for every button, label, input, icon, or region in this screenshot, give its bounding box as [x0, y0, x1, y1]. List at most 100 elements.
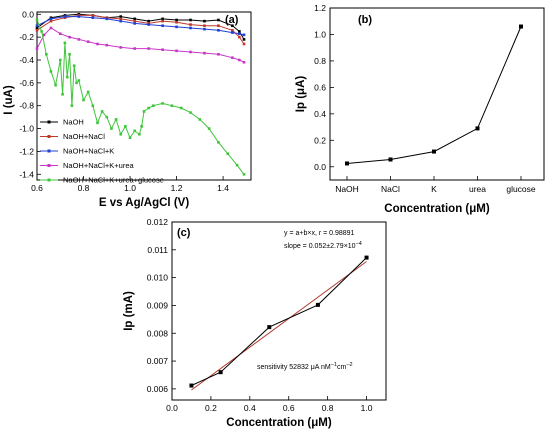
- legend-label-2: NaOH+NaCl+K: [63, 147, 114, 156]
- b-xtick-label: NaOH: [335, 184, 359, 194]
- a-series-point-0: [161, 17, 164, 21]
- a-series-point-1: [133, 19, 136, 23]
- plot-frame-c: [171, 221, 387, 401]
- y-axis-title-b: Ip (μA): [295, 76, 307, 113]
- a-series-point-4: [105, 115, 109, 119]
- legend-marker-1: [47, 135, 51, 138]
- a-ytick-label: -1.4: [19, 169, 34, 179]
- a-series-point-4: [110, 127, 113, 130]
- a-series-point-3: [77, 38, 81, 41]
- b-xtick-label: NaCl: [381, 184, 400, 194]
- fit-equation: y = a+b×x, r = 0.98891: [284, 230, 355, 237]
- b-data-point: [432, 149, 436, 154]
- a-series-point-4: [86, 90, 90, 94]
- a-xtick-label: 1.4: [217, 183, 229, 193]
- a-xtick-label: 0.6: [31, 183, 43, 193]
- a-series-point-4: [77, 79, 81, 82]
- a-series-point-4: [226, 152, 230, 156]
- b-xtick-label: urea: [469, 184, 486, 194]
- a-series-point-3: [133, 47, 136, 50]
- a-series-point-1: [91, 14, 95, 17]
- a-series: [35, 12, 246, 176]
- a-series-point-1: [189, 23, 192, 26]
- a-series-point-4: [198, 118, 202, 121]
- a-series-point-2: [175, 25, 178, 29]
- fit-slope-text: slope = 0.052±2.79×10: [284, 243, 356, 250]
- a-series-point-1: [231, 28, 234, 32]
- c-ticks: 0.0 0.2 0.4 0.6 0.8 1.0 0.006 0.007 0.008 0.009 0.…: [147, 217, 373, 413]
- b-data-point: [519, 24, 523, 29]
- a-ytick-label: -0.2: [19, 32, 34, 42]
- a-series-point-3: [231, 56, 234, 60]
- c-ytick-label: 0.009: [147, 300, 169, 310]
- c-xtick-label: 0.8: [322, 403, 334, 413]
- a-series-point-4: [54, 83, 57, 87]
- a-series-point-4: [170, 104, 174, 108]
- a-series-point-1: [119, 17, 123, 21]
- a-series-point-0: [238, 30, 241, 33]
- a-series-point-0: [119, 15, 123, 18]
- a-series-point-3: [42, 33, 46, 37]
- a-series-point-3: [203, 51, 206, 55]
- c-series: [189, 255, 369, 391]
- panel-label-a: (a): [225, 14, 239, 26]
- a-ytick-label: -0.8: [19, 101, 34, 111]
- x-axis-title-c: Concentration (μM): [226, 417, 332, 429]
- c-fit-line: [191, 261, 367, 391]
- c-xtick-label: 0.2: [205, 403, 217, 413]
- fit-slope: slope = 0.052±2.79×10−4: [284, 241, 362, 250]
- a-series-point-2: [203, 27, 206, 31]
- c-data-point: [267, 325, 272, 330]
- b-ytick-label: 0.0: [314, 162, 326, 172]
- a-series-point-2: [238, 32, 241, 36]
- a-series-point-3: [175, 49, 178, 53]
- a-series-point-1: [49, 19, 53, 23]
- legend-marker-3: [47, 164, 51, 167]
- sensitivity-exp2: −2: [346, 362, 352, 368]
- c-xtick-label: 0.0: [166, 403, 178, 413]
- b-ytick-label: 1.2: [314, 3, 326, 13]
- a-series-point-2: [49, 17, 53, 21]
- a-series-point-4: [152, 104, 155, 108]
- a-xtick-label: 1.0: [124, 183, 136, 193]
- a-series-point-1: [175, 20, 178, 24]
- a-series-point-4: [142, 110, 146, 113]
- a-series-point-3: [119, 46, 123, 49]
- a-series-line-0: [36, 13, 245, 40]
- b-ytick-label: 0.8: [314, 56, 326, 66]
- a-series-point-4: [72, 64, 76, 68]
- c-ytick-label: 0.007: [147, 356, 169, 366]
- a-series-point-4: [140, 124, 143, 128]
- a-series-point-2: [147, 23, 150, 26]
- plot-frame-a: [36, 11, 252, 181]
- c-xtick-label: 0.6: [283, 403, 295, 413]
- a-series-point-4: [91, 104, 95, 108]
- a-series-point-2: [189, 26, 192, 30]
- a-series-line-3: [36, 27, 245, 63]
- sensitivity-label: sensitivity 52832 μA nM−1cm−2: [257, 362, 353, 371]
- a-series-point-4: [161, 102, 164, 105]
- a-series-point-0: [175, 18, 178, 22]
- a-series-point-4: [133, 129, 136, 133]
- a-series-point-0: [242, 38, 246, 41]
- a-series-point-1: [35, 28, 39, 32]
- y-axis-title-a: I (uA): [3, 85, 15, 115]
- a-series-point-4: [68, 52, 71, 56]
- b-ytick-label: 0.6: [314, 82, 326, 92]
- a-series-point-2: [105, 17, 109, 21]
- a-series-point-4: [45, 52, 48, 56]
- a-series-point-0: [147, 19, 150, 23]
- a-series-point-4: [96, 121, 99, 125]
- fit-slope-exponent: −4: [356, 241, 362, 247]
- a-series-point-2: [161, 24, 164, 28]
- a-xtick-label: 0.8: [78, 183, 90, 193]
- c-ytick-label: 0.011: [147, 245, 168, 255]
- a-series-point-4: [128, 136, 132, 140]
- a-series-point-3: [49, 26, 53, 30]
- b-series: [345, 24, 523, 166]
- b-series-line: [346, 26, 522, 164]
- a-series-point-4: [147, 106, 150, 110]
- c-ytick-label: 0.008: [147, 328, 169, 338]
- a-series-point-4: [70, 104, 74, 108]
- panel-label-b: (b): [358, 14, 372, 26]
